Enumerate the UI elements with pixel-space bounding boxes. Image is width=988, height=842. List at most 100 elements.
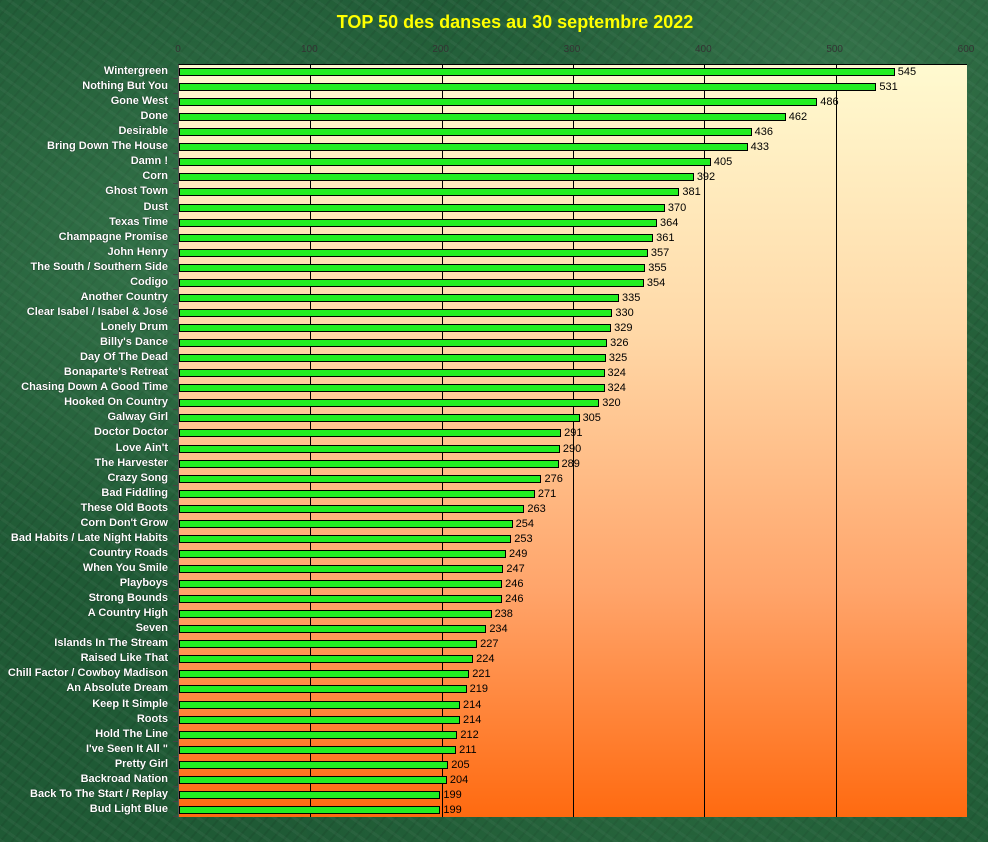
bar	[179, 474, 542, 483]
data-label: 381	[682, 186, 701, 199]
category-label: Billy's Dance	[99, 336, 168, 349]
bar	[179, 760, 449, 769]
bar	[179, 98, 818, 107]
x-tick-label: 0	[175, 44, 181, 55]
y-tick	[173, 198, 178, 200]
bar	[179, 248, 648, 257]
category-label: Damn !	[130, 155, 168, 168]
bar	[179, 625, 487, 634]
category-label: The Harvester	[94, 456, 168, 469]
bar	[179, 504, 525, 513]
data-label: 214	[463, 713, 482, 726]
x-tick-label: 400	[694, 44, 712, 55]
bar	[179, 429, 562, 438]
bar	[179, 128, 752, 137]
data-label: 326	[610, 337, 629, 350]
y-tick	[173, 650, 178, 652]
bar	[179, 399, 600, 408]
data-label: 361	[656, 231, 675, 244]
data-label: 263	[527, 502, 546, 515]
y-tick	[173, 454, 178, 456]
category-label: An Absolute Dream	[66, 682, 168, 695]
y-tick	[173, 529, 178, 531]
category-label: The South / Southern Side	[30, 260, 169, 273]
data-label: 238	[494, 608, 513, 621]
data-label: 392	[696, 171, 716, 184]
y-tick	[173, 153, 178, 155]
data-label: 355	[648, 261, 667, 274]
x-tick-label: 300	[563, 44, 581, 55]
y-tick	[173, 213, 178, 215]
category-label: Doctor Doctor	[94, 426, 168, 439]
data-label: 291	[564, 427, 583, 440]
y-tick	[173, 243, 178, 245]
bar	[179, 68, 895, 76]
category-label: Keep It Simple	[92, 697, 168, 710]
category-label: Day Of The Dead	[79, 351, 168, 364]
data-label: 254	[515, 517, 534, 530]
y-tick	[173, 379, 178, 381]
category-label: Corn	[142, 170, 168, 183]
x-tick-label: 500	[826, 44, 843, 55]
y-tick	[173, 349, 178, 351]
bar	[179, 173, 694, 182]
bar	[179, 790, 441, 799]
gridline	[441, 65, 443, 817]
data-label: 324	[607, 367, 626, 380]
category-label: John Henry	[107, 245, 168, 258]
bar	[179, 745, 457, 754]
bar	[179, 324, 612, 333]
y-tick	[173, 710, 178, 712]
category-label: Bud Light Blue	[89, 802, 168, 815]
bar	[179, 384, 605, 393]
bar	[179, 339, 608, 348]
bar	[179, 414, 580, 423]
gridline	[573, 65, 574, 817]
category-label: Country Roads	[89, 546, 168, 559]
bar	[179, 354, 606, 363]
category-label: These Old Boots	[80, 501, 168, 514]
y-tick	[173, 424, 178, 426]
data-label: 324	[607, 382, 626, 395]
bar	[179, 715, 461, 724]
y-tick	[173, 514, 178, 516]
category-label: Clear Isabel / Isabel & José	[26, 305, 168, 318]
data-label: 325	[608, 352, 628, 365]
category-label: Bonaparte's Retreat	[63, 366, 168, 379]
y-tick	[173, 499, 178, 501]
category-label: Texas Time	[109, 215, 168, 228]
bar	[179, 83, 877, 92]
category-label: Roots	[136, 712, 168, 725]
bar	[179, 459, 559, 468]
data-label: 545	[897, 66, 917, 78]
bar	[179, 263, 646, 272]
category-label: Strong Bounds	[88, 592, 168, 605]
y-tick	[173, 364, 178, 366]
category-label: Pretty Girl	[114, 757, 168, 770]
y-tick	[173, 183, 178, 185]
category-label: Backroad Nation	[80, 772, 168, 785]
data-label: 249	[509, 547, 528, 560]
data-label: 276	[544, 472, 563, 485]
y-tick	[173, 740, 178, 742]
y-tick	[173, 273, 178, 275]
y-tick	[173, 559, 178, 561]
data-label: 462	[788, 111, 808, 124]
bar	[179, 700, 461, 709]
y-tick	[173, 409, 178, 411]
category-label: Chasing Down A Good Time	[21, 381, 168, 394]
data-label: 486	[820, 96, 839, 109]
data-label: 354	[646, 276, 666, 289]
data-label: 335	[621, 291, 641, 304]
bar	[179, 519, 513, 528]
y-tick	[173, 303, 178, 305]
data-label: 234	[489, 623, 508, 636]
category-label: Dust	[143, 200, 168, 213]
bar	[179, 444, 560, 453]
category-label: Bring Down The House	[47, 140, 168, 153]
data-label: 204	[449, 773, 469, 786]
data-label: 330	[615, 306, 634, 319]
category-label: I've Seen It All "	[85, 742, 168, 755]
data-label: 320	[602, 397, 621, 410]
data-label: 305	[582, 412, 601, 425]
